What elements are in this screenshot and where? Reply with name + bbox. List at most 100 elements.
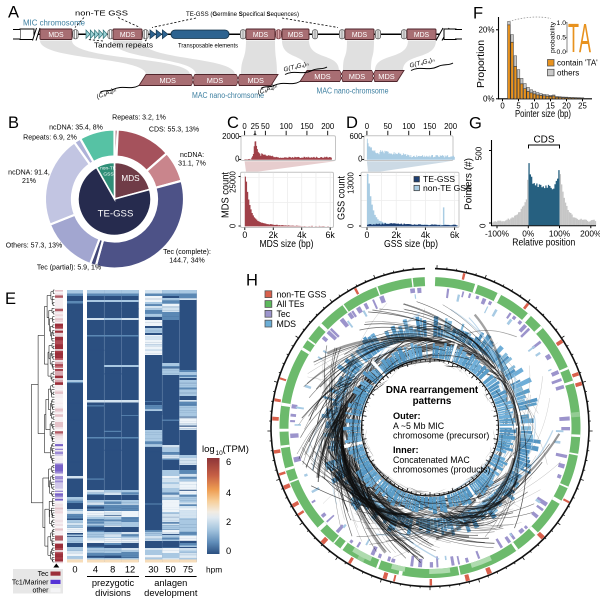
svg-text:21%: 21% [22, 178, 36, 185]
svg-text:-100%: -100% [485, 229, 510, 239]
svg-text:Repeats: 6.9, 2%: Repeats: 6.9, 2% [23, 135, 77, 142]
svg-text:development: development [144, 588, 198, 598]
svg-text:144.7, 34%: 144.7, 34% [169, 258, 204, 265]
svg-text:0: 0 [365, 230, 370, 240]
svg-text:Tec: Tec [277, 309, 291, 319]
svg-text:100: 100 [280, 122, 294, 131]
svg-text:75: 75 [183, 565, 193, 575]
svg-text:GSS size (bp): GSS size (bp) [384, 239, 438, 250]
svg-text:anlagen: anlagen [154, 578, 187, 588]
svg-text:31.1, 7%: 31.1, 7% [178, 161, 206, 168]
svg-text:MDS: MDS [248, 76, 264, 85]
svg-text:C: C [227, 114, 239, 132]
svg-text:600: 600 [349, 132, 363, 141]
svg-text:0: 0 [242, 122, 247, 131]
svg-text:12: 12 [125, 565, 135, 575]
svg-text:MDS: MDS [120, 32, 136, 39]
svg-text:0: 0 [72, 565, 77, 575]
svg-text:Tec (partial): 5.9, 1%: Tec (partial): 5.9, 1% [37, 265, 101, 272]
svg-text:1.0: 1.0 [557, 20, 567, 27]
svg-text:MDS: MDS [160, 76, 176, 85]
svg-text:hpm: hpm [206, 565, 222, 575]
svg-text:Concatenated MAC: Concatenated MAC [393, 455, 470, 465]
svg-text:0: 0 [226, 546, 231, 556]
svg-text:0: 0 [500, 102, 505, 111]
svg-text:MDS: MDS [288, 32, 304, 39]
svg-text:divisions: divisions [95, 588, 131, 598]
svg-text:20%: 20% [478, 26, 494, 35]
svg-text:GSS: GSS [103, 172, 113, 178]
svg-text:MDS: MDS [253, 32, 269, 39]
svg-text:0: 0 [229, 223, 238, 228]
svg-text:Outer:: Outer: [393, 411, 421, 421]
svg-text:4: 4 [226, 488, 231, 498]
svg-text:200%: 200% [580, 229, 600, 239]
svg-text:other: other [33, 588, 50, 595]
svg-text:ncDNA:: ncDNA: [180, 152, 204, 159]
svg-text:log: log [202, 444, 215, 455]
svg-text:25: 25 [578, 102, 587, 111]
svg-text:25: 25 [251, 122, 260, 131]
svg-text:Relative position: Relative position [512, 238, 575, 249]
svg-text:2000: 2000 [222, 132, 240, 141]
svg-text:MDS: MDS [121, 174, 140, 183]
svg-text:0: 0 [479, 223, 488, 228]
svg-text:2: 2 [226, 517, 231, 527]
svg-text:0: 0 [235, 155, 240, 164]
svg-text:E: E [5, 290, 16, 308]
svg-text:6k: 6k [450, 230, 460, 240]
svg-text:0%: 0% [483, 94, 495, 103]
svg-text:Pointers (#): Pointers (#) [464, 158, 475, 210]
svg-text:150: 150 [423, 122, 437, 131]
svg-text:A ~5 Mb MIC: A ~5 Mb MIC [393, 421, 445, 431]
svg-text:MAC nano-chromsome: MAC nano-chromsome [192, 91, 264, 100]
svg-text:T: T [568, 15, 579, 61]
svg-text:others: others [557, 68, 579, 77]
svg-text:0.0: 0.0 [557, 49, 567, 56]
svg-text:MDS: MDS [414, 32, 430, 39]
svg-text:50: 50 [383, 122, 392, 131]
svg-text:30: 30 [148, 565, 158, 575]
svg-text:chromosomes (products): chromosomes (products) [393, 465, 490, 475]
svg-text:MDS: MDS [352, 32, 368, 39]
svg-text:Inner:: Inner: [393, 445, 419, 455]
svg-text:G: G [469, 115, 482, 133]
svg-text:CDS: CDS [533, 135, 554, 146]
svg-text:(TPM): (TPM) [223, 444, 249, 455]
svg-text:Tec: Tec [38, 571, 49, 578]
svg-text:DNA rearrangement: DNA rearrangement [386, 385, 479, 396]
svg-text:Pointer size (bp): Pointer size (bp) [515, 109, 571, 120]
svg-text:MAC nano-chromsome: MAC nano-chromsome [317, 87, 389, 96]
svg-text:prezygotic: prezygotic [92, 578, 135, 588]
svg-text:MDS: MDS [349, 72, 365, 81]
svg-text:0: 0 [242, 230, 247, 240]
svg-text:F: F [473, 5, 483, 23]
svg-text:0: 0 [347, 223, 356, 228]
svg-text:non-TE: non-TE [100, 166, 116, 172]
svg-text:patterns: patterns [413, 396, 452, 407]
svg-text:6k: 6k [326, 230, 336, 240]
svg-text:chromosome (precursor): chromosome (precursor) [393, 431, 489, 441]
svg-text:non-TE GSS: non-TE GSS [277, 289, 327, 299]
svg-text:200: 200 [444, 122, 458, 131]
svg-text:A: A [8, 4, 19, 22]
svg-text:150: 150 [300, 122, 314, 131]
svg-text:MDS: MDS [314, 72, 330, 81]
svg-text:Proportion: Proportion [476, 40, 487, 88]
svg-text:200: 200 [321, 122, 335, 131]
svg-text:probability: probability [550, 21, 557, 53]
svg-text:4: 4 [93, 565, 98, 575]
svg-text:MIC chromosome: MIC chromosome [23, 19, 85, 28]
svg-text:non-TE GSS: non-TE GSS [75, 9, 128, 18]
svg-text:ncDNA: 91.4,: ncDNA: 91.4, [8, 170, 50, 177]
svg-text:MDS: MDS [378, 72, 394, 81]
svg-text:500: 500 [475, 146, 484, 160]
svg-text:8: 8 [110, 565, 115, 575]
svg-text:Tec (complete):: Tec (complete): [163, 249, 211, 256]
svg-text:0: 0 [358, 155, 363, 164]
svg-text:Others: 57.3, 13%: Others: 57.3, 13% [6, 243, 62, 250]
svg-text:MDS size (bp): MDS size (bp) [260, 239, 314, 250]
svg-text:A: A [579, 15, 591, 61]
svg-text:TE-GSS (Germline Specifical Se: TE-GSS (Germline Specifical Sequences) [186, 11, 299, 18]
svg-text:B: B [8, 114, 19, 132]
